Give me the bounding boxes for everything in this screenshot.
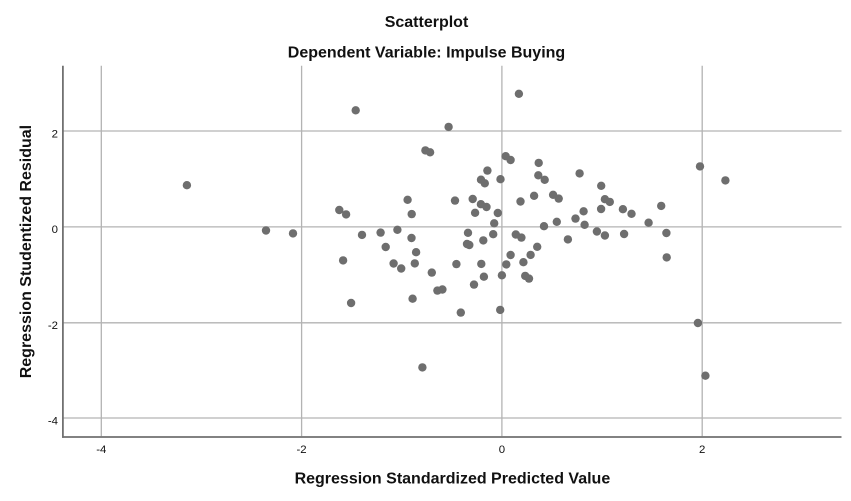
svg-text:0: 0 — [499, 444, 505, 456]
svg-text:-2: -2 — [48, 320, 58, 332]
svg-text:-4: -4 — [96, 444, 106, 456]
svg-text:Scatterplot: Scatterplot — [385, 14, 469, 31]
svg-text:2: 2 — [52, 128, 58, 140]
svg-text:-2: -2 — [297, 444, 307, 456]
svg-text:Regression Standardized Predic: Regression Standardized Predicted Value — [295, 470, 611, 487]
svg-text:2: 2 — [699, 444, 705, 456]
svg-text:Dependent Variable: Impulse Bu: Dependent Variable: Impulse Buying — [288, 44, 565, 61]
svg-text:Regression Studentized Residua: Regression Studentized Residual — [18, 125, 35, 378]
svg-text:-4: -4 — [48, 415, 58, 427]
svg-text:0: 0 — [52, 224, 58, 236]
